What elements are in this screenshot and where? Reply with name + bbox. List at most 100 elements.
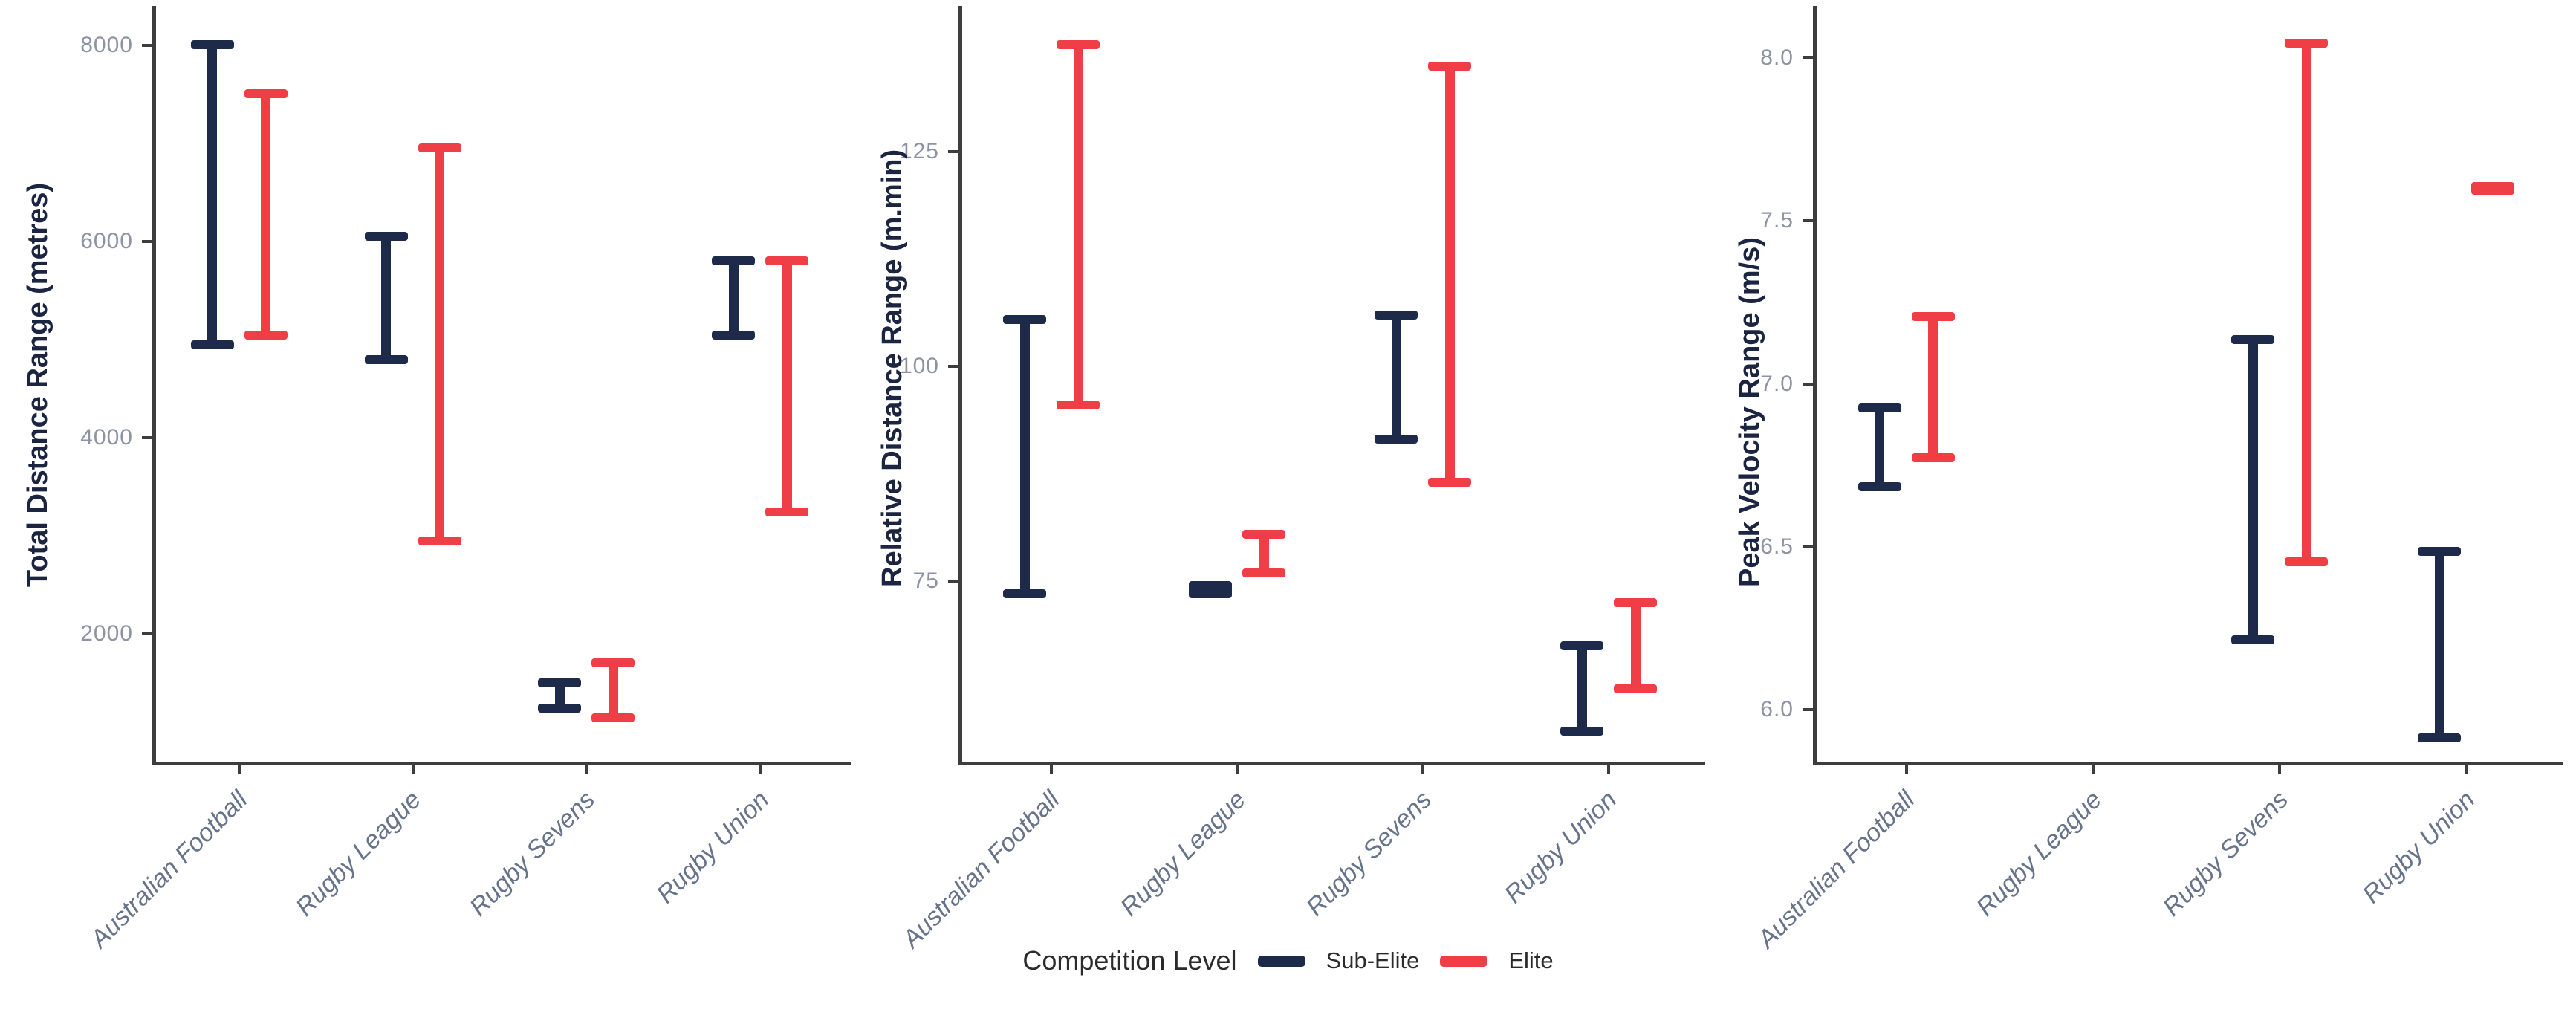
x-tick-mark <box>237 765 241 774</box>
range-bar-line-elite <box>1630 598 1641 693</box>
y-tick-mark <box>948 365 958 369</box>
x-tick-mark <box>411 765 415 774</box>
range-bar-top-cap-sub-elite <box>364 231 408 241</box>
x-category-label: Rugby Sevens <box>1300 785 1437 922</box>
legend-label-elite: Elite <box>1508 947 1554 973</box>
x-tick-mark <box>1050 765 1053 774</box>
range-bar-top-cap-elite <box>1428 62 1471 71</box>
range-bar-line-elite <box>782 256 792 516</box>
y-tick-label: 6000 <box>80 228 133 253</box>
y-tick-label: 75 <box>912 568 939 594</box>
range-bar-bottom-cap-sub-elite <box>364 355 408 365</box>
x-tick-mark <box>759 765 762 774</box>
range-bar-bottom-cap-elite <box>591 713 635 723</box>
range-bar-bottom-cap-sub-elite <box>538 703 582 713</box>
x-category-label: Rugby League <box>291 785 427 922</box>
y-tick-mark <box>1803 545 1813 548</box>
x-tick-mark <box>1607 765 1610 774</box>
y-tick-label: 4000 <box>80 425 133 450</box>
range-bar-top-cap-elite <box>1242 529 1285 539</box>
range-bar-sub-elite <box>1189 581 1232 599</box>
x-tick-mark <box>2091 765 2095 774</box>
y-tick-mark <box>1803 382 1813 386</box>
range-bar-top-cap-sub-elite <box>2231 334 2275 344</box>
y-axis-title: Total Distance Range (metres) <box>22 182 53 587</box>
range-bar-top-cap-sub-elite <box>1375 311 1418 320</box>
y-axis-line <box>958 6 962 765</box>
x-tick-mark <box>1236 765 1239 774</box>
range-bar-line-sub-elite <box>381 231 392 365</box>
range-bar-line-elite <box>608 658 618 723</box>
range-bar-top-cap-sub-elite <box>1858 403 1901 412</box>
range-bar-bottom-cap-sub-elite <box>1858 482 1901 492</box>
y-tick-mark <box>142 632 152 636</box>
range-bar-bottom-cap-elite <box>765 507 809 516</box>
x-tick-mark <box>1421 765 1424 774</box>
y-tick-label: 8000 <box>80 32 133 57</box>
y-tick-mark <box>1803 219 1813 223</box>
x-axis-line <box>958 762 1705 765</box>
x-category-label: Australian Football <box>85 785 253 953</box>
range-bar-line-sub-elite <box>207 40 218 350</box>
x-axis-line <box>152 762 851 765</box>
range-bar-top-cap-elite <box>1911 312 1955 322</box>
x-tick-mark <box>2465 765 2468 774</box>
y-tick-mark <box>1803 56 1813 60</box>
x-tick-mark <box>585 765 588 774</box>
legend-key-elite <box>1440 955 1488 967</box>
x-category-label: Rugby Union <box>2357 785 2481 909</box>
range-bar-line-elite <box>1444 62 1455 487</box>
y-tick-mark <box>142 436 152 440</box>
range-bar-elite <box>2471 181 2515 195</box>
range-bar-line-sub-elite <box>1019 315 1030 599</box>
y-tick-mark <box>1803 707 1813 711</box>
range-bar-top-cap-sub-elite <box>1003 315 1046 325</box>
range-bar-line-elite <box>1073 40 1083 410</box>
range-bar-top-cap-elite <box>765 256 809 265</box>
range-bar-line-sub-elite <box>2434 546 2444 742</box>
y-tick-mark <box>948 580 958 583</box>
range-bar-bottom-cap-sub-elite <box>190 340 234 350</box>
range-bar-top-cap-elite <box>1057 40 1100 50</box>
range-bar-line-elite <box>1259 529 1269 577</box>
legend: Competition Level Sub-Elite Elite <box>0 945 2576 976</box>
y-tick-label: 7.5 <box>1760 208 1794 233</box>
y-tick-label: 6.0 <box>1760 696 1794 722</box>
range-bar-bottom-cap-elite <box>1428 478 1471 487</box>
x-category-label: Rugby League <box>1115 785 1251 922</box>
x-tick-mark <box>1904 765 1908 774</box>
x-category-label: Rugby Sevens <box>2157 785 2294 922</box>
range-bar-bottom-cap-sub-elite <box>2231 635 2275 645</box>
range-bar-bottom-cap-elite <box>1614 684 1657 693</box>
range-bar-line-sub-elite <box>1875 403 1885 492</box>
range-bar-line-elite <box>1928 312 1939 462</box>
y-tick-mark <box>142 239 152 243</box>
range-bar-top-cap-elite <box>2285 38 2329 48</box>
range-bar-top-cap-elite <box>591 658 635 668</box>
range-bar-top-cap-elite <box>418 143 461 152</box>
range-bar-top-cap-sub-elite <box>190 40 234 50</box>
legend-key-sub-elite <box>1257 955 1305 967</box>
x-category-label: Rugby Union <box>651 785 774 909</box>
range-bar-line-sub-elite <box>2248 334 2258 645</box>
range-bar-bottom-cap-elite <box>244 331 288 340</box>
range-bar-line-elite <box>435 143 445 546</box>
y-tick-label: 6.5 <box>1760 534 1794 559</box>
range-bar-bottom-cap-sub-elite <box>1003 589 1046 599</box>
range-bar-line-elite <box>2301 38 2311 566</box>
range-bar-bottom-cap-sub-elite <box>2418 733 2462 742</box>
range-bar-line-sub-elite <box>1577 641 1587 736</box>
legend-label-sub-elite: Sub-Elite <box>1326 947 1420 973</box>
range-bar-top-cap-sub-elite <box>2418 546 2462 556</box>
range-bar-top-cap-sub-elite <box>712 256 756 265</box>
range-bar-top-cap-elite <box>244 89 288 99</box>
range-bar-bottom-cap-elite <box>1242 568 1285 577</box>
x-tick-mark <box>2278 765 2282 774</box>
range-bar-line-sub-elite <box>728 256 739 340</box>
y-tick-label: 8.0 <box>1760 45 1794 71</box>
range-bar-bottom-cap-elite <box>418 537 461 546</box>
x-axis-line <box>1813 762 2563 765</box>
x-category-label: Rugby Sevens <box>464 785 601 922</box>
range-bar-bottom-cap-elite <box>1911 453 1955 462</box>
y-axis-title: Peak Velocity Range (m/s) <box>1734 237 1765 587</box>
